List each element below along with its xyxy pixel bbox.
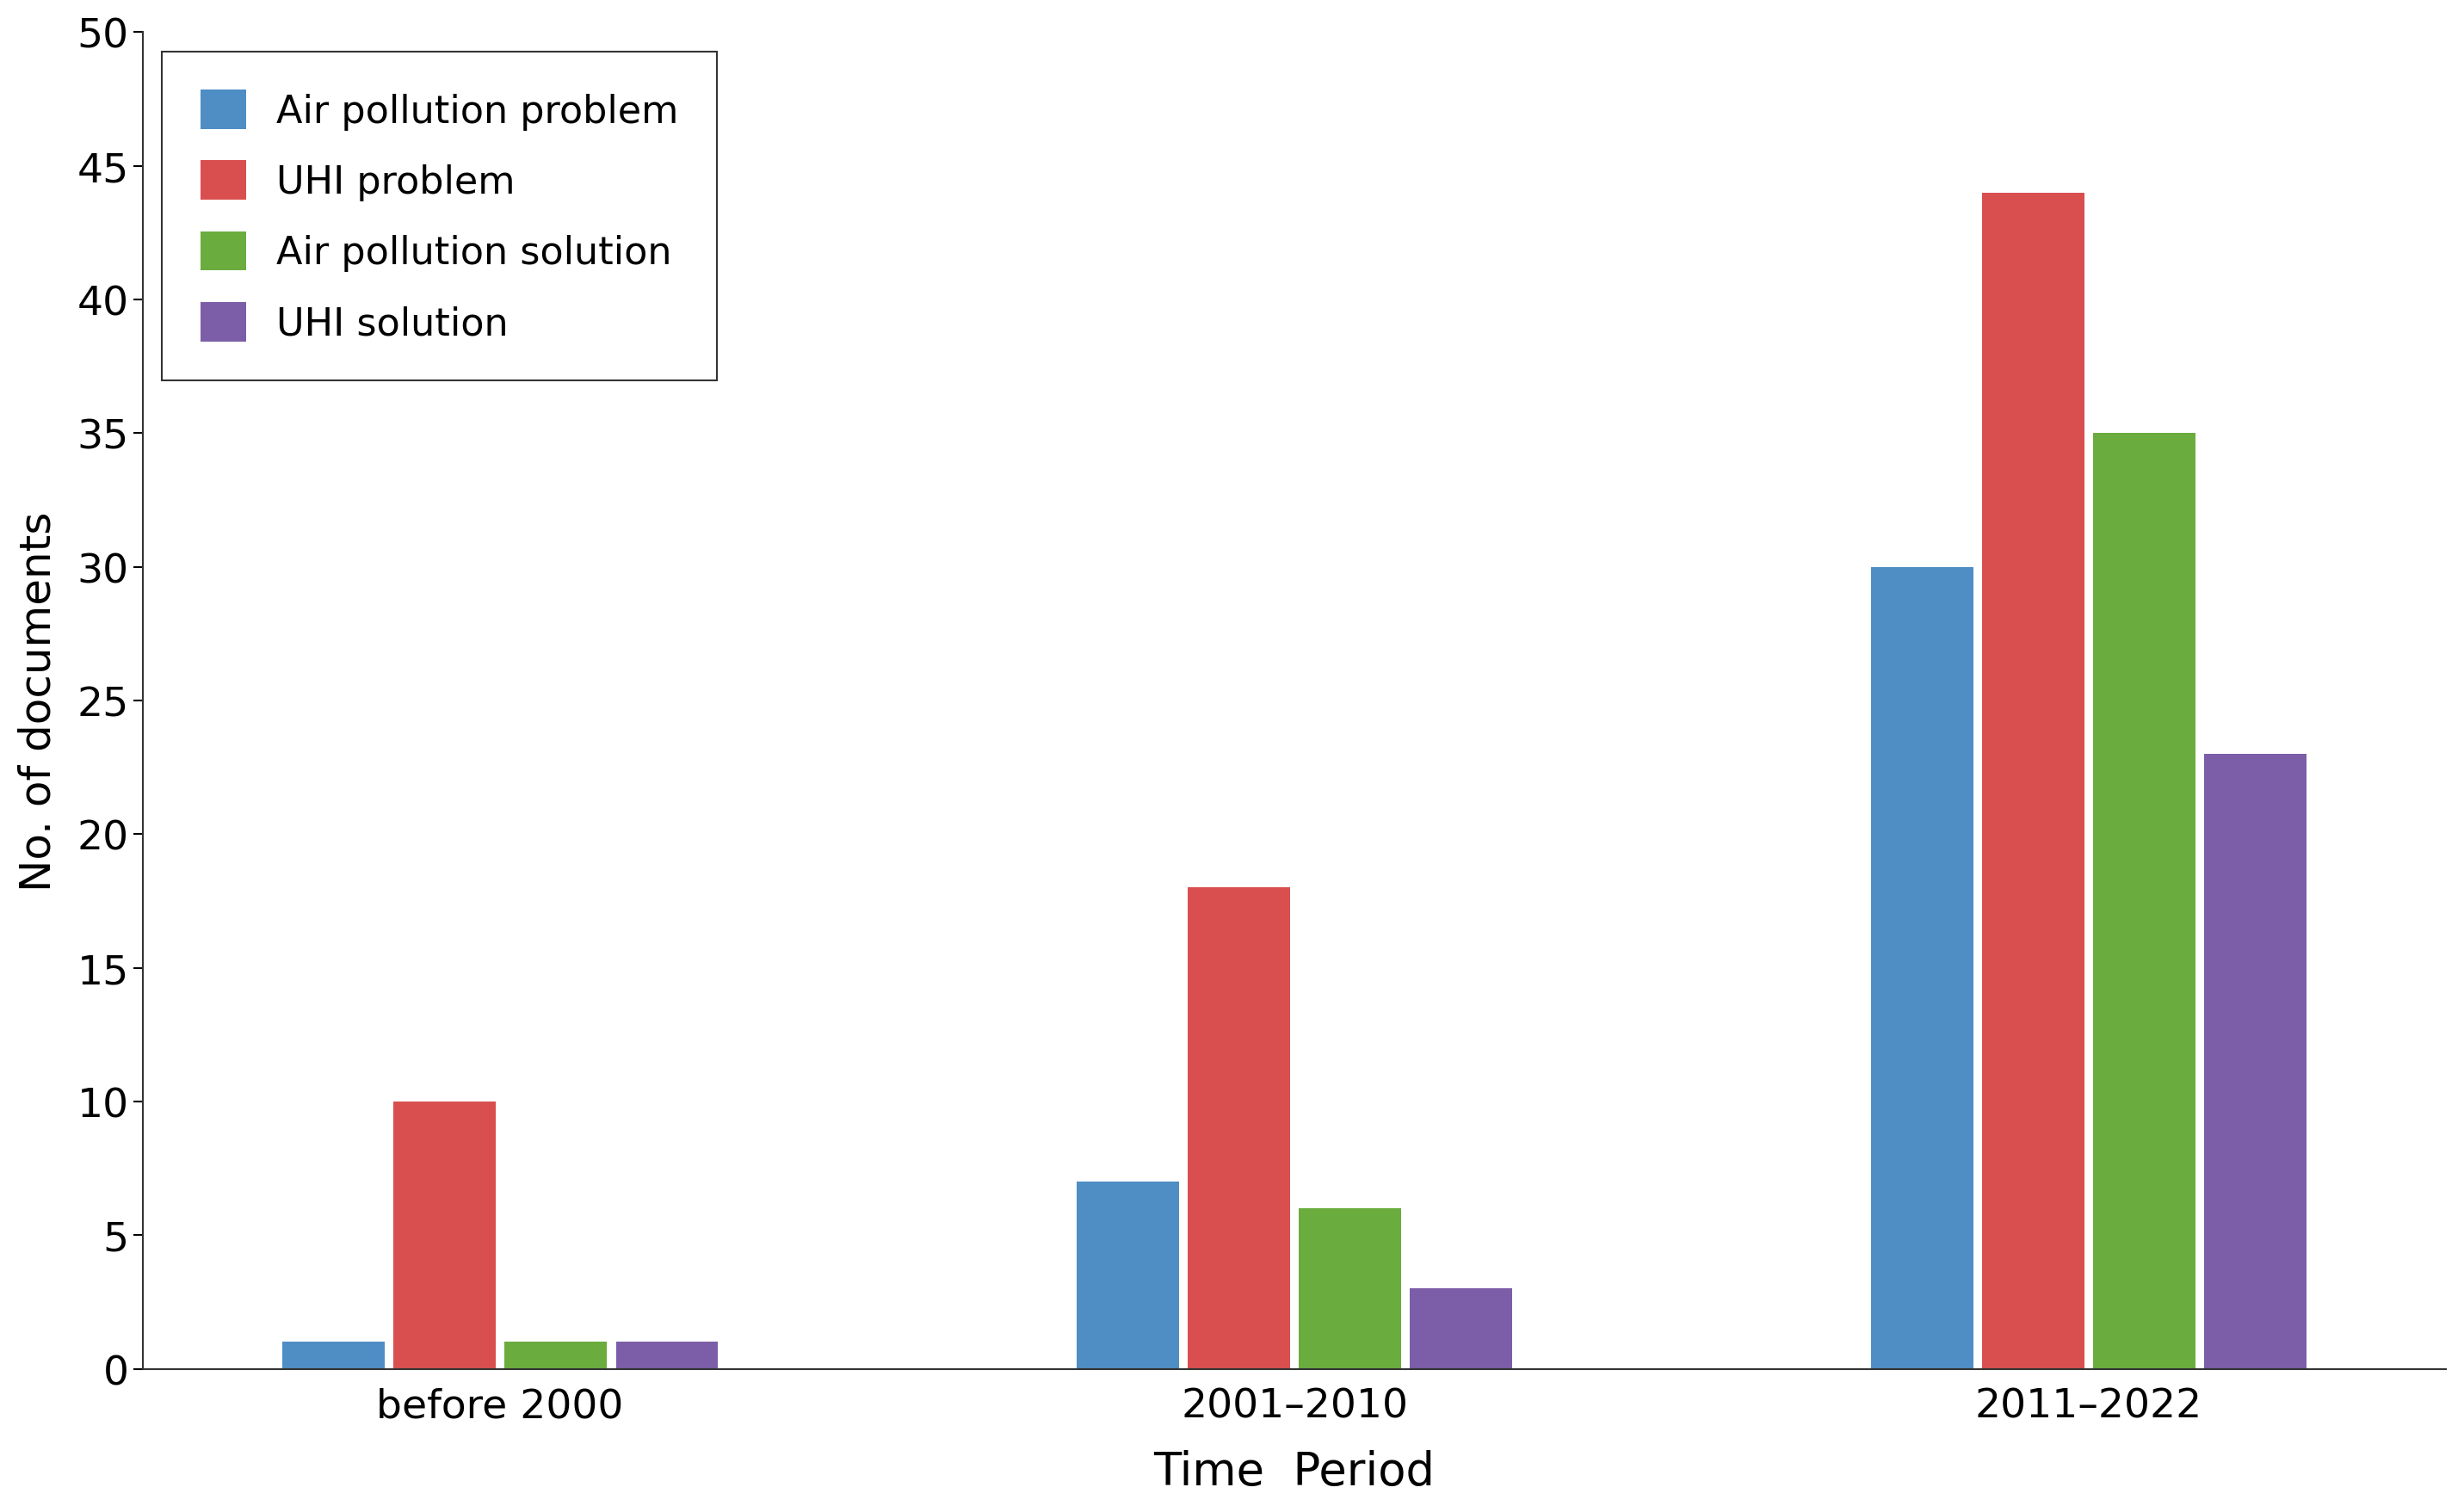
X-axis label: Time  Period: Time Period (1153, 1450, 1434, 1494)
Bar (283, 1343, 384, 1368)
Bar (1409, 1288, 1513, 1368)
Bar (616, 1343, 717, 1368)
Y-axis label: No. of documents: No. of documents (17, 511, 59, 891)
Bar (2092, 434, 2195, 1368)
Bar (505, 1343, 606, 1368)
Bar (394, 1102, 495, 1368)
Bar (1077, 1182, 1178, 1368)
Bar (2205, 754, 2306, 1368)
Bar (1870, 567, 1974, 1368)
Bar (1188, 888, 1291, 1368)
Bar (1299, 1208, 1402, 1368)
Legend: Air pollution problem, UHI problem, Air pollution solution, UHI solution: Air pollution problem, UHI problem, Air … (163, 51, 717, 381)
Bar (1981, 194, 2085, 1368)
